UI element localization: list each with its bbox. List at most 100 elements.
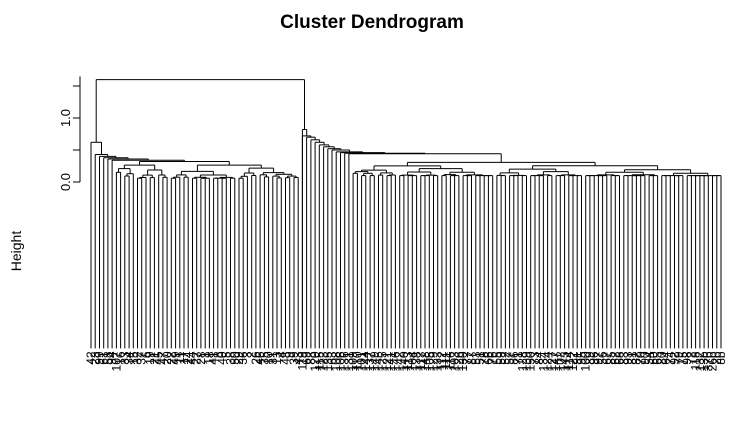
leaf-label-101: 71 (511, 351, 525, 365)
leaf-label-20: 49 (169, 351, 183, 365)
leaf-label-28: 18 (202, 351, 216, 365)
y-tick-label-1: 1.0 (58, 109, 73, 127)
leaf-label-148: 2b (710, 351, 724, 365)
leaf-label-65: 144 (359, 351, 373, 371)
leaf-label-38: 2 (245, 351, 259, 358)
leaf-label-41: 35 (257, 351, 271, 365)
leaf-label-50: 119 (295, 351, 309, 370)
leaf-label-62: 109 (346, 351, 360, 371)
leaf-label-105: 73 (528, 351, 542, 365)
leaf-label-89: 77 (460, 351, 474, 365)
leaf-label-8: 33 (118, 351, 132, 365)
leaf-label-117: 100 (579, 351, 593, 371)
leaf-label-134: 65 (651, 351, 665, 365)
leaf-label-47: 9 (283, 351, 297, 358)
leaf-label-29: 41 (207, 351, 221, 365)
leaf-label-125: 68 (613, 351, 627, 365)
leaf-label-139: 79 (672, 351, 686, 365)
leaf-label-107: 134 (536, 351, 550, 371)
leaf-label-4: 58 (101, 351, 115, 365)
leaf-label-42: 10 (262, 351, 276, 365)
leaf-label-17: 47 (156, 351, 170, 365)
leaf-label-45: 4 (274, 351, 288, 358)
leaf-label-90: 87 (465, 351, 479, 365)
leaf-label-27: 1 (198, 351, 212, 358)
leaf-label-36: 36 (236, 351, 250, 365)
leaf-label-34: 50 (228, 351, 242, 365)
leaf-label-55: 123 (317, 351, 331, 371)
leaf-label-21: 11 (173, 351, 187, 364)
leaf-label-120: 97 (591, 351, 605, 365)
leaf-label-135: 80 (655, 351, 669, 365)
leaf-label-128: 81 (625, 351, 639, 365)
leaf-label-5: 94 (105, 351, 119, 365)
leaf-label-78: 117 (414, 351, 428, 370)
leaf-label-11: 32 (131, 351, 145, 365)
leaf-label-124: 62 (608, 351, 622, 365)
leaf-label-88: 130 (456, 351, 470, 371)
leaf-label-63: 110 (350, 351, 364, 370)
leaf-label-51: 69 (300, 351, 314, 365)
leaf-label-113: 114 (562, 351, 576, 370)
leaf-label-25: 27 (190, 351, 204, 365)
leaf-label-76: 104 (405, 351, 419, 371)
leaf-label-67: 149 (367, 351, 381, 371)
leaf-label-86: 103 (448, 351, 462, 371)
leaf-label-80: 105 (422, 351, 436, 371)
y-axis: 0.0 1.0 (58, 76, 81, 191)
leaf-label-132: 54 (642, 351, 656, 365)
leaf-label-146: 37b (701, 351, 715, 371)
leaf-label-140: 75 (676, 351, 690, 365)
leaf-label-108: 124 (541, 351, 555, 371)
leaf-label-93: 78 (477, 351, 491, 365)
leaf-label-49: 43 (291, 351, 305, 365)
leaf-label-130: 70 (634, 351, 648, 365)
leaf-label-0: 42 (84, 351, 98, 365)
leaf-label-145: 13b (697, 351, 711, 371)
leaf-label-122: 67 (600, 351, 614, 365)
leaf-label-71: 141 (384, 351, 398, 371)
leaf-label-106: 84 (532, 351, 546, 365)
leaf-label-92: 51 (473, 351, 487, 365)
leaf-label-94: 66 (481, 351, 495, 365)
leaf-label-96: 55 (490, 351, 504, 365)
leaf-label-44: 13 (270, 351, 284, 365)
leaf-label-81: 129 (427, 351, 441, 371)
leaf-label-58: 108 (329, 351, 343, 371)
leaf-label-9: 34 (122, 351, 136, 365)
leaf-label-57: 63 (325, 351, 339, 365)
leaf-label-10: 15 (126, 351, 140, 365)
leaf-label-112: 143 (558, 351, 572, 371)
leaf-labels: 4223996158941071633341532376192145472022… (84, 351, 728, 371)
y-tick-label-0: 0.0 (58, 173, 73, 191)
leaf-label-43: 31 (266, 351, 280, 365)
leaf-label-119: 96 (587, 351, 601, 365)
leaf-label-16: 45 (152, 351, 166, 365)
leaf-label-126: 83 (617, 351, 631, 365)
leaf-label-142: 72 (684, 351, 698, 365)
leaf-label-87: 126 (452, 351, 466, 371)
leaf-label-116: 95 (575, 351, 589, 365)
dendrogram-branches (90, 79, 722, 349)
leaf-label-46: 48 (279, 351, 293, 365)
leaf-label-7: 16 (114, 351, 128, 365)
leaf-label-136: 64 (659, 351, 673, 365)
chart-title: Cluster Dendrogram (280, 12, 464, 33)
leaf-label-83: 112 (435, 351, 449, 370)
leaf-label-149: 8b (714, 351, 728, 365)
leaf-label-32: 5 (219, 351, 233, 358)
leaf-label-104: 150 (524, 351, 538, 371)
leaf-label-127: 93 (621, 351, 635, 365)
leaf-label-75: 113 (401, 351, 415, 370)
leaf-label-64: 101 (355, 351, 369, 371)
leaf-label-68: 145 (372, 351, 386, 371)
leaf-label-131: 90 (638, 351, 652, 365)
leaf-label-85: 116 (443, 351, 457, 370)
leaf-label-66: 137 (363, 351, 377, 371)
leaf-label-1: 23 (88, 351, 102, 365)
leaf-label-74: 140 (397, 351, 411, 371)
leaf-label-102: 128 (515, 351, 529, 371)
leaf-label-2: 99 (93, 351, 107, 365)
leaf-label-91: 53 (469, 351, 483, 365)
leaf-label-59: 106 (334, 351, 348, 371)
